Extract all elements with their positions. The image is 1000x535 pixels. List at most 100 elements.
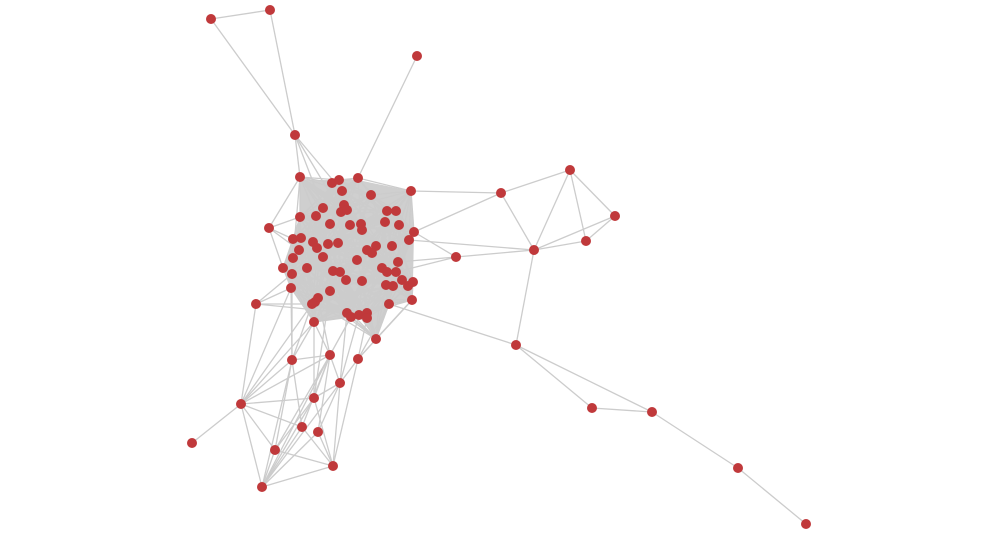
graph-node[interactable] [412, 51, 422, 61]
edge [261, 397, 315, 488]
edge [345, 249, 368, 281]
edge [339, 314, 360, 384]
graph-node[interactable] [382, 206, 392, 216]
graph-node[interactable] [354, 310, 364, 320]
graph-node[interactable] [286, 283, 296, 293]
graph-node[interactable] [371, 334, 381, 344]
graph-node[interactable] [394, 220, 404, 230]
graph-node[interactable] [325, 350, 335, 360]
graph-node[interactable] [288, 234, 298, 244]
graph-node[interactable] [287, 269, 297, 279]
graph-node[interactable] [565, 165, 575, 175]
graph-node[interactable] [325, 219, 335, 229]
edge [388, 303, 517, 346]
graph-node[interactable] [264, 223, 274, 233]
graph-node[interactable] [294, 245, 304, 255]
graph-node[interactable] [312, 243, 322, 253]
graph-node[interactable] [388, 281, 398, 291]
graph-node[interactable] [307, 299, 317, 309]
graph-node[interactable] [265, 5, 275, 15]
graph-node[interactable] [309, 393, 319, 403]
edge [261, 426, 303, 488]
graph-node[interactable] [581, 236, 591, 246]
graph-node[interactable] [393, 257, 403, 267]
graph-node[interactable] [278, 263, 288, 273]
graph-node[interactable] [353, 354, 363, 364]
graph-node[interactable] [296, 233, 306, 243]
graph-node[interactable] [302, 263, 312, 273]
graph-node[interactable] [384, 299, 394, 309]
graph-node[interactable] [325, 286, 335, 296]
edge [317, 382, 341, 433]
edge [240, 403, 263, 488]
graph-node[interactable] [295, 212, 305, 222]
graph-node[interactable] [357, 276, 367, 286]
graph-node[interactable] [352, 255, 362, 265]
graph-node[interactable] [342, 205, 352, 215]
graph-node[interactable] [610, 211, 620, 221]
graph-node[interactable] [341, 275, 351, 285]
graph-node[interactable] [647, 407, 657, 417]
edge [375, 299, 413, 340]
graph-node[interactable] [367, 248, 377, 258]
graph-node[interactable] [387, 241, 397, 251]
graph-node[interactable] [334, 175, 344, 185]
graph-node[interactable] [380, 217, 390, 227]
graph-node[interactable] [311, 211, 321, 221]
graph-node[interactable] [309, 317, 319, 327]
graph-node[interactable] [187, 438, 197, 448]
graph-node[interactable] [587, 403, 597, 413]
graph-node[interactable] [335, 378, 345, 388]
graph-node[interactable] [236, 399, 246, 409]
graph-node[interactable] [337, 186, 347, 196]
edge [210, 9, 271, 20]
graph-node[interactable] [313, 427, 323, 437]
graph-node[interactable] [407, 295, 417, 305]
graph-node[interactable] [801, 519, 811, 529]
graph-node[interactable] [391, 206, 401, 216]
edge [515, 344, 653, 413]
graph-node[interactable] [295, 172, 305, 182]
edge [261, 359, 293, 488]
graph-node[interactable] [297, 422, 307, 432]
graph-node[interactable] [357, 225, 367, 235]
graph-node[interactable] [511, 340, 521, 350]
graph-node[interactable] [408, 277, 418, 287]
edge [291, 321, 315, 361]
graph-node[interactable] [346, 312, 356, 322]
graph-node[interactable] [451, 252, 461, 262]
graph-node[interactable] [335, 267, 345, 277]
graph-node[interactable] [496, 188, 506, 198]
graph-node[interactable] [382, 267, 392, 277]
graph-node[interactable] [366, 190, 376, 200]
graph-node[interactable] [323, 239, 333, 249]
graph-node[interactable] [257, 482, 267, 492]
graph-node[interactable] [529, 245, 539, 255]
edge [375, 284, 387, 340]
edge [338, 179, 388, 212]
graph-node[interactable] [328, 461, 338, 471]
edge [317, 431, 334, 467]
graph-node[interactable] [391, 267, 401, 277]
edge [290, 287, 315, 323]
graph-node[interactable] [353, 173, 363, 183]
graph-node[interactable] [409, 227, 419, 237]
edge [329, 316, 352, 356]
edge [313, 279, 347, 323]
graph-node[interactable] [333, 238, 343, 248]
graph-node[interactable] [288, 253, 298, 263]
graph-node[interactable] [287, 355, 297, 365]
graph-node[interactable] [251, 299, 261, 309]
graph-node[interactable] [345, 220, 355, 230]
graph-node[interactable] [404, 235, 414, 245]
graph-node[interactable] [362, 313, 372, 323]
graph-node[interactable] [733, 463, 743, 473]
graph-node[interactable] [318, 252, 328, 262]
edge [255, 273, 293, 305]
graph-node[interactable] [406, 186, 416, 196]
edge [301, 426, 334, 467]
graph-node[interactable] [318, 203, 328, 213]
graph-node[interactable] [290, 130, 300, 140]
graph-node[interactable] [270, 445, 280, 455]
graph-node[interactable] [206, 14, 216, 24]
